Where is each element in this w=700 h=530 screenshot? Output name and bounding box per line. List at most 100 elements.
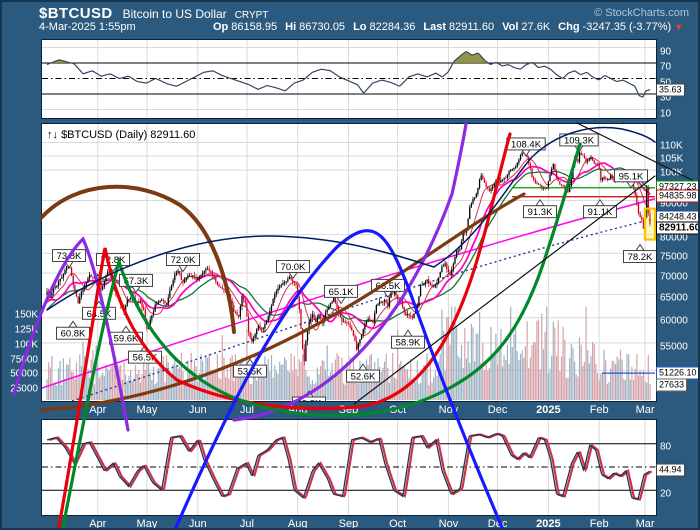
main-price-panel: 73.8K 72.8K 67.3K 72.0K 70.0K 65.1K 66.5K 108.4…: [41, 123, 657, 402]
price-annotation-label: 72.8K: [101, 255, 126, 266]
x-axis-month-label: Mar: [635, 518, 655, 530]
price-annotation-label: 58.9K: [396, 338, 421, 349]
rsi-axis-label: 10: [660, 108, 672, 119]
quote-field-value: 82911.60: [449, 21, 495, 33]
mainP-chart: 73.8K 72.8K 67.3K 72.0K 70.0K 65.1K 66.5K 108.4…: [42, 124, 656, 401]
price-axis-label: 55000: [660, 341, 688, 353]
rsi-axis-label: 70: [660, 61, 672, 73]
price-annotation-label: 91.3K: [528, 207, 553, 218]
quote-field-label: Last: [423, 21, 447, 33]
x-axis-month-label: May: [136, 518, 158, 530]
price-annotation-label: 72.0K: [171, 255, 196, 266]
stochP-chart: [42, 420, 656, 515]
price-axis-label: 65000: [660, 292, 688, 304]
price-axis-label: 70000: [660, 271, 688, 283]
rsi-axis-label: 50: [660, 77, 671, 88]
x-axis-month-label: May: [136, 404, 158, 416]
ticker-symbol[interactable]: $BTCUSD: [39, 5, 113, 22]
quote-field-label: Hi: [285, 21, 297, 33]
price-annotation-label: 108.4K: [511, 139, 542, 150]
quote-field-value: 86730.05: [299, 21, 346, 33]
price-annotation-label: 67.3K: [124, 276, 149, 287]
quote-datetime: 4-Mar-2025 1:55pm: [39, 21, 136, 33]
stoch-axis-label: 20: [660, 488, 672, 500]
price-marker-box: 82911.60: [656, 221, 698, 235]
rsi-axis-label: 30: [660, 92, 672, 104]
quote-row: 4-Mar-2025 1:55pm Op 86158.95 Hi 86730.05 Lo 8…: [39, 21, 683, 33]
volume-axis-label: 75000: [10, 354, 38, 366]
x-axis-month-label: Feb: [589, 518, 609, 530]
stockcharts-copyright[interactable]: © StockCharts.com: [594, 7, 689, 19]
change-down-triangle-icon: ▼: [674, 22, 684, 32]
exchange-label: CRYPT: [234, 10, 269, 21]
volume-axis-label: 50000: [10, 368, 38, 380]
price-marker-box: 94835.98: [656, 189, 698, 203]
price-annotation-label: 49.2K: [297, 398, 322, 401]
price-annotation-label: 60.8K: [61, 329, 86, 340]
x-axis-month-label: Jun: [188, 404, 207, 416]
header-row: $BTCUSD Bitcoin to US Dollar CRYPT: [39, 5, 268, 23]
rsiP-chart: [42, 40, 656, 118]
price-annotation-label: 53.5K: [238, 367, 263, 378]
price-annotation-label: 56.5K: [133, 353, 158, 364]
price-axis-label: 60000: [660, 315, 688, 327]
x-axis-month-label: Aug: [287, 404, 308, 416]
last-candle-highlight: [643, 207, 656, 241]
price-annotation-label: 66.5K: [376, 281, 401, 292]
chart-title: ↑↓ $BTCUSD (Daily) 82911.60: [47, 129, 195, 141]
rsi-value-box: 35.63: [656, 83, 685, 97]
x-axis-month-label: Jun: [188, 518, 207, 530]
x-axis-month-label: Nov: [438, 518, 459, 530]
quote-field-value: 82284.36: [369, 21, 416, 33]
volume-axis-label: 25000: [10, 383, 38, 395]
price-axis-label: 80000: [660, 232, 688, 244]
x-axis-month-label: Dec: [487, 404, 508, 416]
x-axis-month-label: Jul: [239, 404, 254, 416]
x-axis-month-label: Apr: [89, 518, 107, 530]
x-axis-month-label: Nov: [438, 404, 459, 416]
quote-field-value: 86158.95: [231, 21, 278, 33]
chart-title-text: $BTCUSD (Daily) 82911.60: [61, 129, 196, 141]
price-marker-box: 27633: [656, 378, 688, 392]
x-axis-month-label: Oct: [389, 518, 407, 530]
price-annotation-label: 109.3K: [564, 135, 595, 146]
volume-axis-label: 150K: [14, 309, 38, 321]
x-axis-month-label: Apr: [89, 404, 107, 416]
price-annotation-label: 91.1K: [588, 207, 613, 218]
x-axis-month-label: Dec: [487, 518, 508, 530]
price-axis-label: 90000: [660, 198, 688, 210]
stoch-axis-label: 80: [660, 441, 672, 453]
quote-field-label: Vol: [502, 21, 519, 33]
price-annotation-label: 64.5K: [87, 309, 112, 320]
price-annotation-label: 73.8K: [57, 251, 82, 262]
x-axis-month-label: Aug: [287, 518, 308, 530]
x-axis-month-label: 2025: [536, 518, 561, 530]
x-axis-month-label: Sep: [338, 404, 359, 416]
instrument-name: Bitcoin to US Dollar: [122, 7, 227, 21]
volume-axis-label: 125K: [14, 324, 38, 336]
stoch-value-box: 44.94: [656, 463, 685, 477]
price-annotation-label: 95.1K: [619, 171, 644, 182]
updown-arrows-icon[interactable]: ↑↓: [47, 129, 58, 141]
rsi-indicator-panel: [41, 39, 657, 119]
x-axis-month-label: Feb: [589, 404, 609, 416]
price-axis-label: 75000: [660, 251, 688, 263]
x-axis-month-label: Jul: [239, 518, 254, 530]
x-axis-month-label: Sep: [338, 518, 359, 530]
price-annotation-label: 65.1K: [329, 287, 354, 298]
quote-field-label: Chg: [558, 21, 580, 33]
x-axis-month-label: Oct: [389, 404, 407, 416]
stochastic-indicator-panel: [41, 419, 657, 516]
quote-field-value: 27.6K: [521, 21, 551, 33]
price-annotation-label: 52.6K: [351, 372, 376, 383]
price-annotation-label: 59.6K: [114, 334, 139, 345]
quote-field-label: Lo: [353, 21, 367, 33]
quote-fields: Op 86158.95 Hi 86730.05 Lo 82284.36 Last 82911.…: [205, 21, 671, 33]
price-axis-label: 105K: [660, 153, 684, 165]
x-axis-month-label: Mar: [635, 404, 655, 416]
quote-field-value: -3247.35 (-3.77%): [582, 21, 672, 33]
price-annotation-label: 78.2K: [628, 252, 653, 263]
price-axis-label: 100K: [660, 167, 684, 179]
price-annotation-label: 70.0K: [281, 262, 306, 273]
